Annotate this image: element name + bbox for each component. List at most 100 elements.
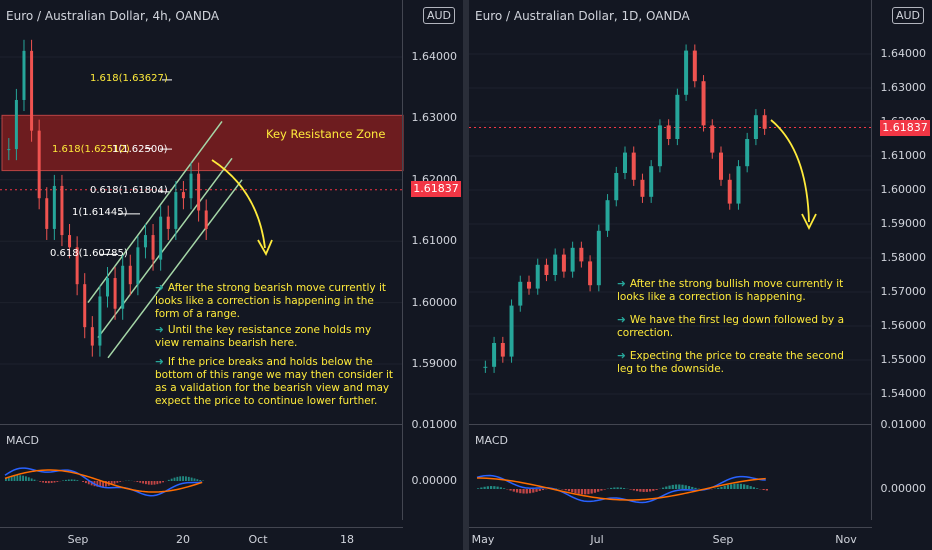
candle-body — [614, 173, 619, 201]
candle-body — [22, 50, 26, 100]
candle-body — [174, 192, 178, 229]
current-price-label: 1.61837 — [880, 120, 930, 136]
macd-histogram-bar — [193, 478, 196, 481]
macd-histogram-bar — [681, 484, 684, 489]
macd-histogram-bar — [752, 487, 756, 489]
macd-histogram-bar — [532, 489, 535, 493]
chart-canvas-4h[interactable] — [0, 0, 463, 550]
macd-histogram-bar — [584, 489, 587, 495]
macd-histogram-bar — [486, 486, 489, 489]
macd-label: MACD — [6, 434, 39, 447]
macd-histogram-bar — [119, 481, 122, 482]
macd-histogram-bar — [623, 488, 626, 489]
macd-histogram-bar — [156, 481, 159, 485]
time-axis[interactable]: May Jul Sep Nov — [469, 527, 872, 550]
macd-histogram-bar — [762, 489, 765, 491]
price-tick-label: 1.61000 — [411, 234, 458, 248]
candle-body — [701, 81, 706, 126]
fib-label: 1.618(1.63627) — [90, 73, 168, 84]
macd-histogram-bar — [53, 481, 56, 483]
panel-divider[interactable] — [463, 0, 469, 550]
price-tick-label: 1.64000 — [880, 47, 927, 60]
macd-histogram-bar — [496, 486, 499, 489]
time-axis[interactable]: Sep 20 Oct 18 — [0, 527, 403, 550]
macd-histogram-bar — [629, 489, 632, 490]
macd-histogram-bar — [480, 487, 483, 489]
macd-histogram-bar — [746, 485, 749, 489]
current-price-label: 1.61837 — [411, 181, 461, 197]
price-tick-label: 1.63000 — [880, 81, 927, 94]
macd-histogram-bar — [105, 481, 107, 487]
analysis-note: ➜ Expecting the price to create the secon… — [617, 350, 844, 375]
macd-histogram-bar — [96, 481, 99, 487]
macd-histogram-bar — [632, 489, 635, 491]
time-tick-label: Oct — [248, 533, 268, 546]
candle-body — [37, 130, 41, 199]
candle-body — [121, 265, 125, 309]
price-tick-label: 1.64000 — [411, 50, 458, 63]
macd-histogram-bar — [19, 475, 22, 481]
channel-line — [87, 121, 223, 304]
macd-signal-line — [476, 477, 766, 501]
candle-body — [136, 247, 140, 285]
candle-body — [189, 173, 193, 199]
macd-label: MACD — [475, 434, 508, 447]
macd-histogram-bar — [176, 476, 179, 481]
chart-canvas-1d[interactable] — [469, 0, 932, 550]
fib-label: 0.618(1.60785) — [50, 248, 128, 259]
macd-histogram-bar — [756, 488, 759, 489]
macd-histogram-bar — [10, 476, 13, 481]
macd-histogram-bar — [574, 489, 577, 494]
macd-histogram-bar — [493, 486, 496, 489]
analysis-note: ➜ After the strong bullish move currently… — [617, 278, 844, 303]
macd-histogram-bar — [674, 484, 678, 489]
macd-histogram-bar — [610, 487, 613, 489]
macd-histogram-bar — [671, 484, 674, 489]
macd-tick-label: 0.01000 — [880, 418, 927, 431]
fib-label: 1.618(1.62512) — [52, 144, 130, 155]
macd-histogram-bar — [512, 489, 515, 492]
macd-histogram-bar — [616, 487, 619, 489]
macd-histogram-bar — [25, 476, 27, 481]
candle-body — [500, 343, 505, 357]
macd-histogram-bar — [47, 481, 50, 484]
macd-histogram-bar — [661, 487, 665, 489]
macd-histogram-bar — [182, 476, 184, 481]
candle-body — [649, 166, 654, 197]
macd-histogram-bar — [684, 485, 687, 489]
candle-body — [596, 230, 601, 286]
macd-histogram-bar — [749, 486, 752, 489]
candle-body — [204, 210, 208, 229]
macd-histogram-bar — [170, 478, 173, 481]
candle-body — [181, 192, 185, 199]
macd-histogram-bar — [16, 475, 19, 481]
candle-body — [492, 343, 497, 367]
macd-histogram-bar — [723, 485, 726, 489]
macd-histogram-bar — [153, 481, 156, 485]
macd-histogram-bar — [113, 481, 116, 484]
macd-histogram-bar — [110, 481, 113, 485]
currency-button[interactable]: AUD — [422, 7, 455, 24]
macd-histogram-bar — [159, 481, 162, 484]
currency-button[interactable]: AUD — [891, 7, 924, 24]
macd-histogram-bar — [765, 489, 768, 491]
candle-body — [692, 50, 697, 82]
macd-histogram-bar — [173, 477, 176, 481]
price-tick-label: 1.59000 — [411, 357, 458, 370]
price-tick-label: 1.56000 — [880, 319, 927, 332]
macd-histogram-bar — [82, 481, 84, 482]
macd-histogram-bar — [538, 489, 541, 491]
macd-histogram-bar — [743, 484, 746, 489]
chart-panel-1d[interactable]: Euro / Australian Dollar, 1D, OANDA AUD … — [469, 0, 932, 550]
candle-body — [719, 152, 723, 180]
candle-body — [90, 327, 94, 346]
price-axis[interactable]: 1.640001.630001.620001.610001.600001.590… — [871, 0, 932, 520]
macd-histogram-bar — [687, 486, 691, 489]
macd-separator — [469, 424, 872, 425]
arrow-icon: ➜ — [617, 314, 626, 326]
price-tick-label: 1.60000 — [880, 183, 927, 196]
macd-histogram-bar — [196, 479, 199, 481]
macd-histogram-bar — [726, 484, 730, 489]
chart-panel-4h[interactable]: Euro / Australian Dollar, 4h, OANDA AUD … — [0, 0, 463, 550]
